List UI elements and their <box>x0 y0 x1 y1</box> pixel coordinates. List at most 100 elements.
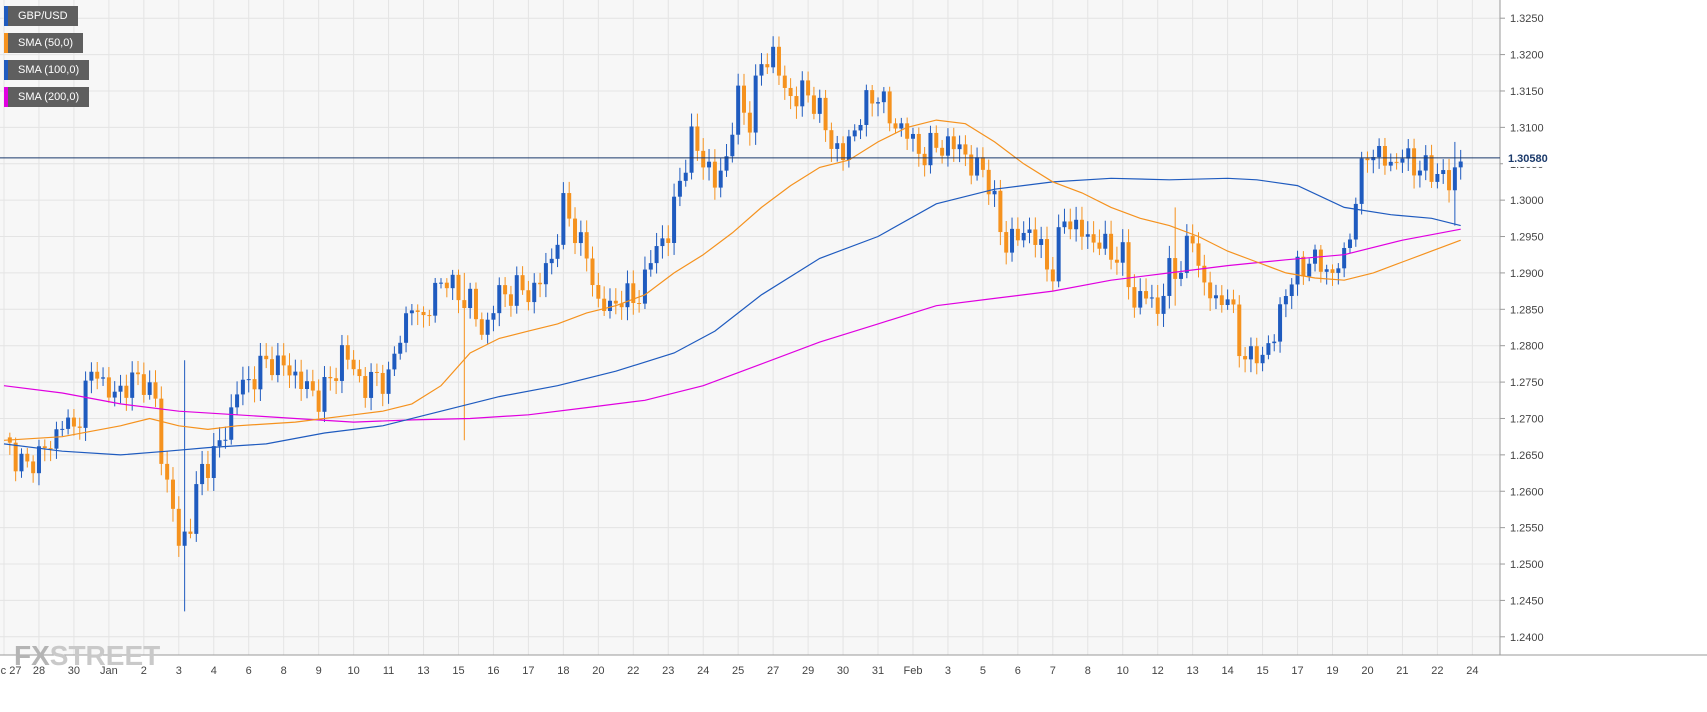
candle-body <box>1091 234 1096 243</box>
x-tick-label: 5 <box>980 665 986 677</box>
candle-body <box>992 190 997 195</box>
candle-body <box>1406 148 1411 159</box>
logo-fx: FX <box>14 640 50 671</box>
candle-body <box>433 282 438 316</box>
candle-body <box>858 124 863 131</box>
candle-body <box>1039 239 1044 245</box>
candle-body <box>159 398 164 464</box>
y-tick-label: 1.2500 <box>1510 559 1544 571</box>
candle-body <box>1155 297 1160 314</box>
candle-body <box>1237 304 1242 357</box>
candle-body <box>392 353 397 370</box>
candle-body <box>71 417 76 427</box>
legend-item-sma50[interactable]: SMA (50,0) <box>4 33 89 53</box>
candle-body <box>205 463 210 478</box>
candle-body <box>1079 219 1084 237</box>
candle-body <box>1289 284 1294 297</box>
candle-body <box>176 508 181 546</box>
candle-body <box>1196 243 1201 266</box>
candle-body <box>602 298 607 312</box>
candle-body <box>194 484 199 534</box>
y-tick-label: 1.2750 <box>1510 377 1544 389</box>
candle-body <box>683 172 688 181</box>
candle-body <box>322 376 327 412</box>
candle-body <box>19 453 24 472</box>
legend-item-sma200[interactable]: SMA (200,0) <box>4 87 90 107</box>
x-tick-label: 15 <box>1256 665 1268 677</box>
candle-body <box>89 371 94 381</box>
candle-body <box>1213 295 1218 299</box>
x-tick-label: 24 <box>1466 665 1478 677</box>
candle-body <box>246 379 251 381</box>
candle-body <box>147 382 152 395</box>
candle-body <box>444 282 449 289</box>
y-tick-label: 1.2550 <box>1510 523 1544 535</box>
candle-body <box>794 96 799 107</box>
candle-body <box>567 193 572 219</box>
candle-body <box>369 371 374 398</box>
candle-body <box>835 143 840 149</box>
sma200-line <box>3 228 1461 423</box>
candle-body <box>95 371 100 379</box>
candle-body <box>957 144 962 150</box>
candle-body <box>584 232 589 259</box>
candle-body <box>497 285 502 314</box>
x-tick-label: 18 <box>557 665 569 677</box>
legend-item-sma100[interactable]: SMA (100,0) <box>4 60 90 80</box>
x-tick-label: 22 <box>627 665 639 677</box>
candle-body <box>1085 234 1090 237</box>
x-tick-label: 29 <box>802 665 814 677</box>
x-tick-label: 15 <box>452 665 464 677</box>
candle-body <box>1132 287 1137 308</box>
candle-body <box>83 380 88 428</box>
candle-body <box>36 446 41 474</box>
candle-body <box>1149 297 1154 299</box>
candle-body <box>520 275 525 291</box>
candle-body <box>736 85 741 135</box>
x-tick-label: Jan <box>100 665 118 677</box>
candle-body <box>136 372 141 375</box>
y-tick-label: 1.2650 <box>1510 450 1544 462</box>
candle-body <box>945 136 950 156</box>
candle-body <box>963 144 968 155</box>
candle-body <box>677 180 682 197</box>
x-tick-label: 11 <box>383 665 394 677</box>
candle-body <box>841 143 846 161</box>
current-price-badge <box>1503 148 1559 167</box>
candle-body <box>928 132 933 166</box>
candle-body <box>1301 256 1306 277</box>
candle-body <box>304 381 309 390</box>
fxstreet-logo: FXSTREET <box>14 640 160 672</box>
candle-body <box>1248 346 1253 360</box>
candle-body <box>642 269 647 304</box>
candle-body <box>124 385 129 398</box>
candle-body <box>718 170 723 188</box>
candle-body <box>538 282 543 285</box>
candle-body <box>689 126 694 173</box>
candle-body <box>648 263 653 270</box>
x-tick-label: 31 <box>872 665 884 677</box>
candle-body <box>870 90 875 104</box>
candle-body <box>1336 268 1341 273</box>
candle-body <box>829 130 834 149</box>
candle-body <box>182 531 187 546</box>
candle-body <box>899 123 904 129</box>
candle-body <box>730 134 735 157</box>
candle-body <box>287 365 292 376</box>
candle-body <box>54 429 59 449</box>
candle-body <box>310 381 315 391</box>
candle-body <box>42 446 47 449</box>
x-tick-label: 8 <box>281 665 287 677</box>
candle-body <box>235 394 240 408</box>
y-tick-label: 1.3200 <box>1510 50 1544 62</box>
candle-body <box>998 190 1003 233</box>
candle-body <box>503 285 508 295</box>
candle-body <box>130 372 135 398</box>
candle-body <box>345 345 350 360</box>
candle-body <box>31 461 36 474</box>
candle-body <box>1394 161 1399 163</box>
candle-body <box>1400 158 1405 163</box>
x-tick-label: 17 <box>1291 665 1303 677</box>
candle-body <box>881 91 886 103</box>
legend-item-price[interactable]: GBP/USD <box>4 6 89 26</box>
